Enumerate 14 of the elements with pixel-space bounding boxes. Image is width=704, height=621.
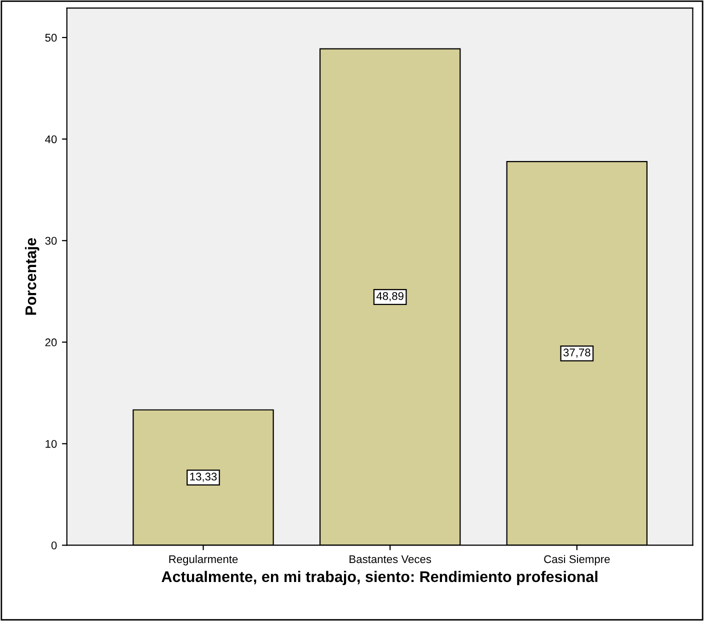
data-label: 37,78	[563, 348, 590, 358]
data-label: 48,89	[376, 292, 404, 302]
y-tick-label: 40	[45, 135, 57, 144]
x-tick-label: Regularmente	[169, 554, 238, 566]
y-tick-label: 50	[45, 34, 57, 42]
y-tick-label: 30	[45, 236, 57, 245]
y-tick-label: 20	[45, 338, 57, 346]
x-tick-label: Casi Siempre	[544, 554, 610, 566]
y-tick-label: 0	[51, 542, 57, 550]
y-axis-title: Porcentaje	[25, 238, 40, 315]
data-label: 13,33	[190, 472, 217, 482]
y-tick-label: 10	[46, 440, 57, 448]
x-tick-label: Bastantes Veces	[350, 555, 432, 564]
x-axis-title: Actualmente, en mi trabajo, siento: Rendimiento profesional	[162, 570, 598, 586]
